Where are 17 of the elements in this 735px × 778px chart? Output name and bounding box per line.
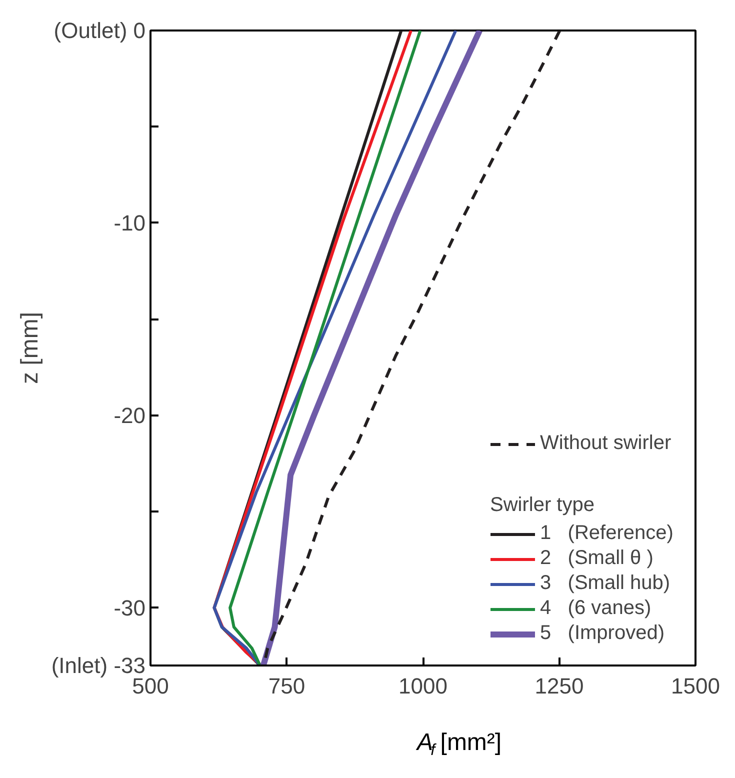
y-tick-label: -10: [114, 210, 146, 236]
y-tick-label: -20: [114, 402, 146, 428]
y-axis-title: z [mm]: [16, 312, 44, 384]
legend-label: 5 (Improved): [540, 622, 664, 645]
line-series: [212, 30, 458, 666]
legend-label: 3 (Small hub): [540, 572, 670, 595]
legend-label: 1 (Reference): [540, 522, 674, 545]
legend-label: 2 (Small θ ): [540, 547, 654, 570]
legend-title: Swirler type: [490, 494, 596, 517]
x-tick-label: 750: [268, 674, 306, 698]
y-tick-label: (Outlet) 0: [54, 18, 146, 43]
x-tick-label: 1500: [671, 674, 720, 698]
y-tick-label: -30: [114, 595, 146, 620]
x-tick-label: 1250: [534, 674, 584, 698]
legend-label: 4 (6 vanes): [540, 597, 652, 620]
x-tick-label: 1000: [398, 674, 448, 698]
legend-label: Without swirler: [540, 432, 672, 455]
